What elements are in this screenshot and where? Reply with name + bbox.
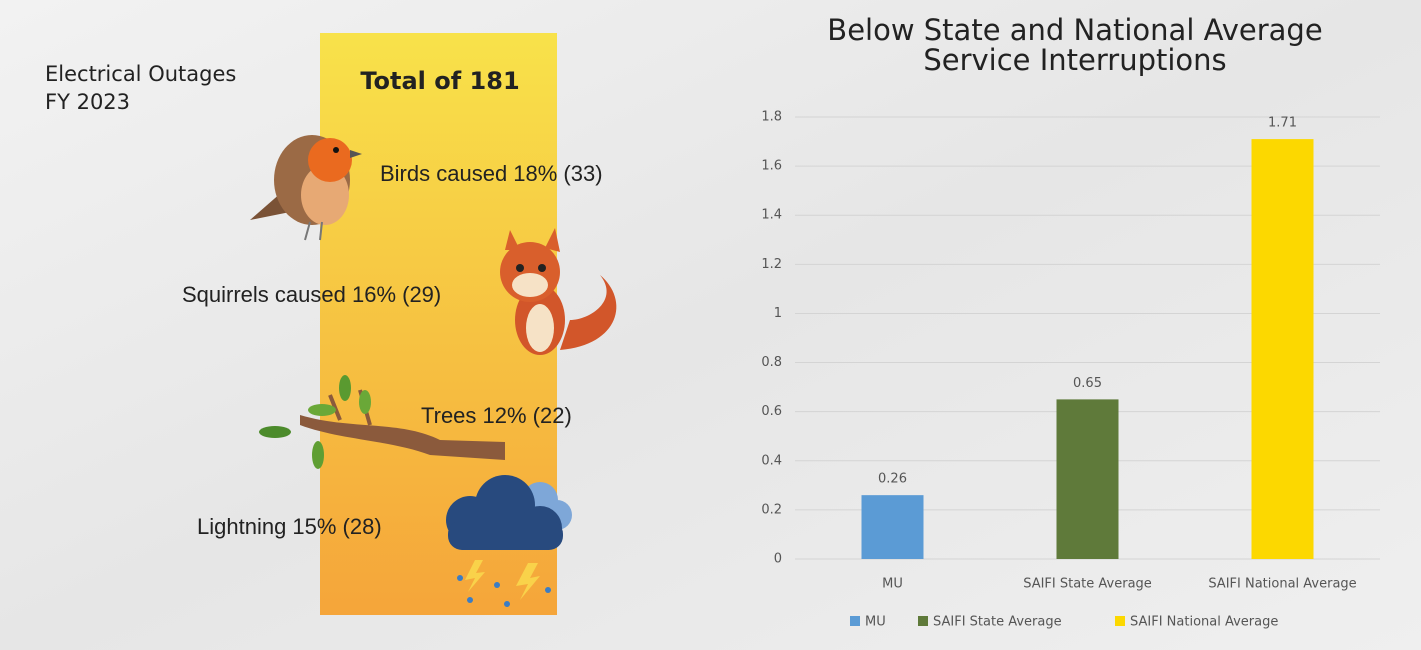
legend-swatch bbox=[1115, 616, 1125, 626]
x-tick-label: SAIFI State Average bbox=[1023, 577, 1152, 592]
legend-swatch bbox=[918, 616, 928, 626]
y-tick-label: 0.6 bbox=[761, 404, 782, 419]
y-tick-label: 0.2 bbox=[761, 502, 782, 517]
data-label: 0.65 bbox=[1073, 376, 1102, 391]
cause-label: Trees 12% (22) bbox=[421, 403, 572, 428]
x-tick-label: SAIFI National Average bbox=[1208, 577, 1356, 592]
outages-subtitle: FY 2023 bbox=[45, 90, 130, 114]
y-tick-label: 0.4 bbox=[761, 453, 782, 468]
cause-label: Squirrels caused 16% (29) bbox=[182, 282, 441, 307]
y-tick-label: 0 bbox=[774, 552, 782, 567]
data-label: 0.26 bbox=[878, 472, 907, 487]
legend-label: SAIFI State Average bbox=[933, 615, 1062, 630]
chart-title: Below State and National Average bbox=[827, 13, 1322, 47]
outages-title: Electrical Outages bbox=[45, 62, 236, 86]
bar bbox=[1252, 139, 1314, 559]
legend-swatch bbox=[850, 616, 860, 626]
y-tick-label: 1.8 bbox=[761, 110, 782, 125]
infographic: Electrical Outages FY 2023 Total of 181 … bbox=[0, 0, 1421, 650]
bar bbox=[1057, 399, 1119, 559]
total-label: Total of 181 bbox=[360, 67, 519, 95]
y-tick-label: 0.8 bbox=[761, 355, 782, 370]
y-tick-label: 1.4 bbox=[761, 208, 782, 223]
y-tick-label: 1.6 bbox=[761, 159, 782, 174]
data-label: 1.71 bbox=[1268, 116, 1297, 131]
y-tick-label: 1 bbox=[774, 306, 782, 321]
legend-label: MU bbox=[865, 615, 886, 630]
y-tick-label: 1.2 bbox=[761, 257, 782, 272]
background bbox=[0, 0, 1421, 650]
page: Electrical Outages FY 2023 Total of 181 … bbox=[0, 0, 1421, 650]
legend-label: SAIFI National Average bbox=[1130, 615, 1278, 630]
cause-label: Birds caused 18% (33) bbox=[380, 161, 603, 186]
chart-title: Service Interruptions bbox=[923, 43, 1226, 77]
bar bbox=[862, 495, 924, 559]
cause-label: Lightning 15% (28) bbox=[197, 514, 382, 539]
x-tick-label: MU bbox=[882, 577, 903, 592]
